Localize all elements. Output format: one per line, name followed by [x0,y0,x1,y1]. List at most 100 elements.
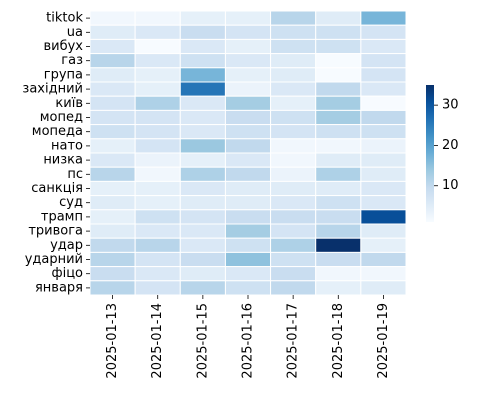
heatmap-cell [360,67,407,83]
heatmap-cell [89,95,136,111]
y-tick-label: санкція [31,181,83,196]
heatmap-cell [89,81,136,97]
heatmap-cell [224,67,272,83]
x-tick-label: 2025-01-13 [105,303,120,379]
heatmap-cell [270,124,317,140]
heatmap-cell [224,95,272,111]
y-tick-label: ударний [25,252,83,267]
heatmap-cell [89,67,136,83]
heatmap-cell [134,124,181,140]
heatmap-cell [224,138,272,154]
heatmap-cell [89,280,136,296]
x-tick-label: 2025-01-19 [376,303,391,379]
heatmap-cell [315,67,362,83]
heatmap-cell [134,67,181,83]
heatmap-cell [89,223,136,239]
heatmap-cell [179,81,226,97]
heatmap-cell [360,38,407,55]
heatmap-cell [89,38,136,55]
heatmap-cell [134,24,181,40]
heatmap-cell [179,95,226,111]
heatmap-cell [315,237,362,253]
heatmap-cell [224,53,272,69]
heatmap-cell [360,180,407,197]
heatmap-cell [134,95,181,111]
heatmap-cell [270,180,317,197]
x-tick-label: 2025-01-18 [331,303,346,379]
heatmap-cell [179,109,226,126]
heatmap-cell [360,152,407,168]
heatmap-cell [224,109,272,126]
heatmap-cell [179,209,226,225]
y-tick-label: ua [67,25,83,40]
y-tick-label: група [44,67,83,82]
heatmap-cell [360,209,407,225]
heatmap-cell [224,152,272,168]
heatmap-cell [134,38,181,55]
heatmap-cell [224,166,272,182]
heatmap-cell [270,195,317,211]
heatmap-cell [89,10,136,26]
heatmap-cell [315,166,362,182]
heatmap-cell [315,95,362,111]
heatmap-cell [179,251,226,268]
heatmap-cell [224,124,272,140]
colorbar-tick-label: 20 [442,138,459,153]
heatmap-cell [134,166,181,182]
heatmap-cell [270,223,317,239]
heatmap-cell [224,251,272,268]
heatmap-cell [89,166,136,182]
heatmap-cell [270,53,317,69]
heatmap-cell [134,180,181,197]
y-tick-label: пс [67,167,83,182]
heatmap-cell [179,180,226,197]
heatmap-cell [89,251,136,268]
heatmap-cell [270,10,317,26]
heatmap-cell [89,24,136,40]
heatmap-cell [315,124,362,140]
heatmap-cell [315,81,362,97]
heatmap-cell [134,251,181,268]
heatmap-cell [179,266,226,282]
heatmap-cell [270,24,317,40]
heatmap-cell [360,280,407,296]
heatmap-cell [315,251,362,268]
heatmap-cell [270,138,317,154]
heatmap-cell [360,24,407,40]
heatmap-cell [315,109,362,126]
heatmap-cell [315,209,362,225]
heatmap-cell [134,223,181,239]
heatmap-cell [360,166,407,182]
heatmap-cell [315,38,362,55]
heatmap-cell [270,166,317,182]
heatmap-cell [179,24,226,40]
heatmap-cell [134,237,181,253]
heatmap-cell [270,251,317,268]
heatmap-cell [270,266,317,282]
x-axis: 2025-01-13 2025-01-14 2025-01-15 2025-01-16… [105,295,391,379]
heatmap-cell [224,280,272,296]
x-tick-label: 2025-01-16 [241,303,256,379]
heatmap-cell [360,237,407,253]
heatmap-cell [270,209,317,225]
colorbar-tick-label: 10 [442,178,459,193]
x-tick-label: 2025-01-17 [286,303,301,379]
heatmap-cell [315,266,362,282]
heatmap-cell [360,10,407,26]
colorbar-tick-label: 30 [442,98,459,113]
heatmap-cell [315,10,362,26]
heatmap-cell [179,223,226,239]
y-tick-label: мопед [40,110,83,125]
heatmap-cell [89,53,136,69]
heatmap-cell [270,38,317,55]
heatmap-cell [89,266,136,282]
colorbar: 10 20 30 [426,85,459,222]
y-tick-label: tiktok [46,11,83,26]
y-tick-label: вибух [43,39,83,54]
heatmap-cell [315,138,362,154]
heatmap-cell [315,195,362,211]
heatmap-cell [270,81,317,97]
heatmap-cell [179,124,226,140]
y-tick-label: низка [43,153,83,168]
